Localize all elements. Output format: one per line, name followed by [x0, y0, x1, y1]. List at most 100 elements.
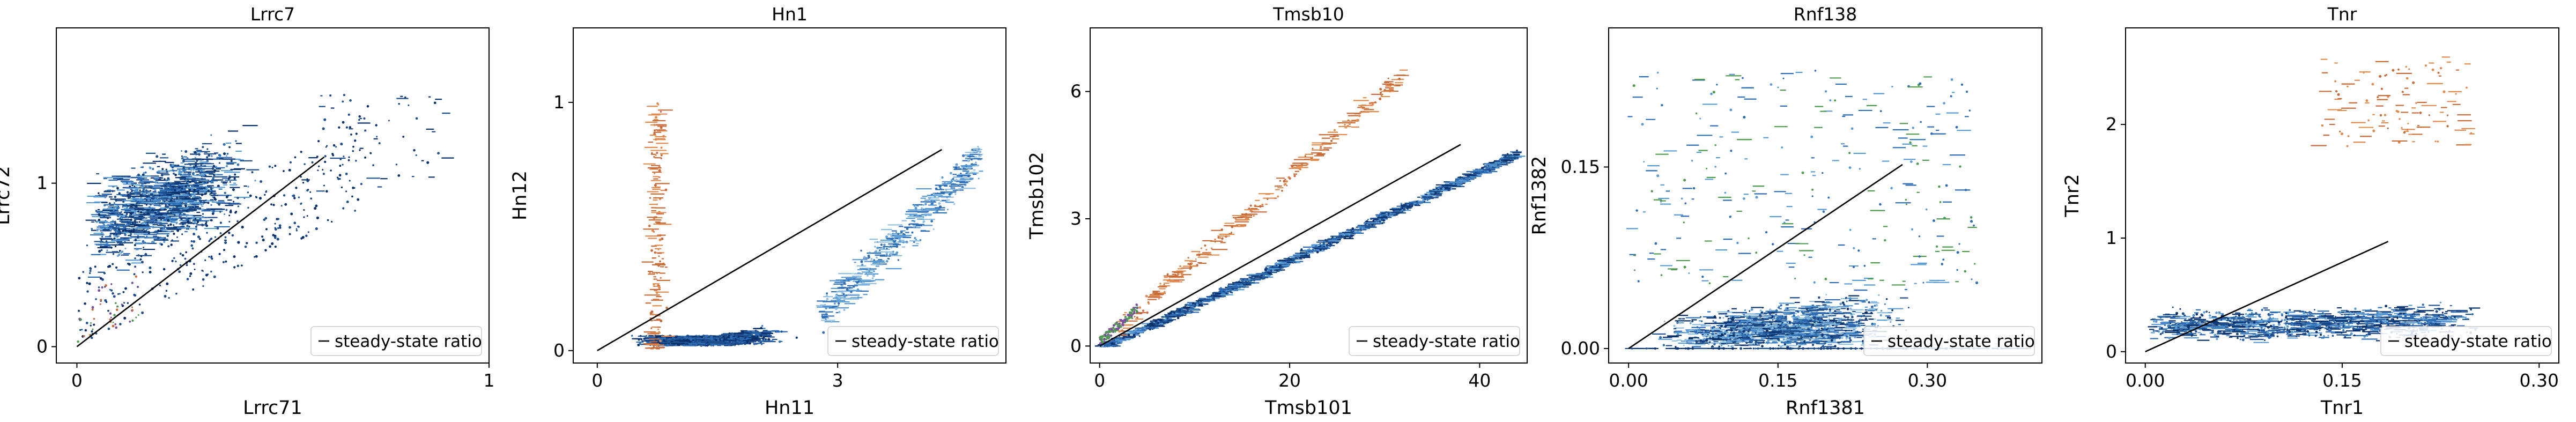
scatter-point — [169, 164, 172, 166]
scatter-point — [339, 165, 342, 167]
scatter-point — [279, 226, 282, 229]
scatter-point — [103, 204, 106, 206]
scatter-point — [107, 265, 110, 268]
scatter-point — [1354, 231, 1357, 233]
scatter-point — [902, 241, 905, 244]
scatter-point — [871, 277, 874, 279]
scatter-point — [684, 341, 687, 344]
scatter-point — [162, 268, 166, 271]
scatter-point — [205, 224, 208, 227]
scatter-point — [868, 268, 870, 270]
scatter-point — [184, 170, 187, 172]
scatter-point — [130, 218, 132, 221]
scatter-point — [1371, 103, 1374, 106]
scatter-point — [255, 196, 258, 198]
scatter-point — [1138, 306, 1142, 309]
scatter-point — [1319, 249, 1322, 251]
scatter-point — [100, 249, 103, 251]
scatter-point — [126, 191, 129, 194]
scatter-point — [191, 247, 194, 250]
y-tick-label: 1 — [553, 92, 565, 113]
scatter-point — [767, 338, 771, 341]
scatter-point — [347, 113, 350, 116]
scatter-point — [1160, 320, 1163, 323]
scatter-point — [650, 249, 653, 252]
scatter-point — [244, 245, 247, 248]
scatter-point — [958, 188, 960, 190]
scatter-point — [100, 299, 102, 301]
scatter-point — [205, 186, 209, 189]
scatter-point — [116, 187, 119, 190]
scatter-point — [838, 302, 840, 305]
scatter-point — [207, 189, 210, 192]
scatter-point — [136, 194, 138, 196]
axes-frame — [56, 27, 490, 364]
scatter-point — [201, 224, 204, 226]
scatter-point — [194, 151, 197, 154]
scatter-point — [107, 309, 109, 312]
scatter-point — [235, 140, 237, 142]
scatter-point — [1306, 251, 1308, 254]
scatter-point — [124, 287, 127, 290]
scatter-point — [965, 157, 967, 160]
scatter-point — [173, 172, 175, 175]
scatter-point — [224, 239, 226, 241]
scatter-point — [1306, 162, 1309, 166]
scatter-point — [139, 211, 143, 214]
scatter-point — [310, 197, 313, 200]
scatter-point — [835, 307, 838, 310]
scatter-point — [649, 271, 651, 274]
scatter-point — [118, 192, 121, 195]
scatter-point — [743, 336, 746, 338]
scatter-point — [197, 235, 201, 239]
scatter-point — [184, 150, 188, 153]
scatter-point — [227, 177, 230, 180]
scatter-point — [349, 99, 352, 102]
scatter-point — [187, 220, 190, 223]
scatter-point — [326, 145, 328, 147]
scatter-point — [237, 241, 240, 244]
scatter-point — [736, 335, 738, 337]
scatter-point — [274, 165, 277, 167]
scatter-point — [130, 206, 133, 209]
scatter-point — [648, 225, 651, 227]
y-tick-label: 1 — [36, 173, 48, 194]
scatter-point — [120, 252, 122, 254]
scatter-point — [166, 234, 169, 238]
scatter-point — [955, 163, 958, 166]
scatter-point — [196, 220, 199, 223]
scatter-point — [660, 277, 662, 279]
scatter-point — [225, 209, 228, 211]
scatter-point — [115, 231, 117, 233]
scatter-point — [98, 286, 100, 288]
scatter-point — [186, 209, 188, 212]
scatter-point — [104, 196, 107, 198]
scatter-point — [375, 124, 377, 127]
scatter-point — [146, 226, 149, 229]
scatter-point — [210, 204, 212, 206]
scatter-point — [134, 185, 136, 187]
scatter-point — [1312, 147, 1314, 150]
scatter-point — [369, 152, 372, 154]
scatter-points — [631, 102, 983, 350]
scatter-point — [649, 197, 652, 199]
scatter-point — [933, 201, 935, 203]
scatter-point — [186, 278, 189, 280]
scatter-point — [167, 219, 170, 222]
scatter-point — [193, 263, 195, 265]
scatter-point — [173, 257, 175, 260]
scatter-point — [274, 246, 277, 248]
scatter-point — [1383, 88, 1386, 91]
scatter-point — [249, 194, 252, 197]
scatter-point — [342, 121, 345, 124]
scatter-point — [1323, 246, 1325, 247]
scatter-point — [701, 336, 704, 339]
scatter-point — [1331, 236, 1334, 238]
scatter-point — [124, 247, 127, 249]
x-axis-label: Hn11 — [765, 397, 815, 419]
scatter-point — [653, 123, 656, 127]
scatter-point — [79, 329, 82, 331]
scatter-point — [874, 246, 876, 248]
scatter-point — [294, 156, 297, 159]
scatter-point — [164, 295, 167, 298]
